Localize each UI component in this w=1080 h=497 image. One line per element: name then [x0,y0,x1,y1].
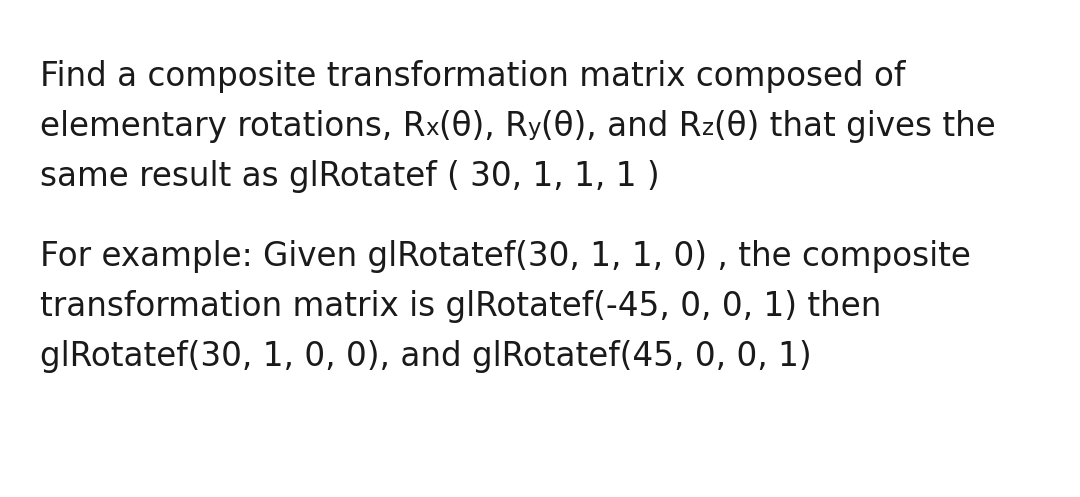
Text: x: x [426,117,438,140]
Text: glRotatef(30, 1, 0, 0), and glRotatef(45, 0, 0, 1): glRotatef(30, 1, 0, 0), and glRotatef(45… [40,340,812,373]
Text: elementary rotations, R: elementary rotations, R [40,110,426,143]
Text: y: y [528,117,541,140]
Text: z: z [702,117,714,140]
Text: (θ), R: (θ), R [438,110,528,143]
Text: same result as glRotatef ( 30, 1, 1, 1 ): same result as glRotatef ( 30, 1, 1, 1 ) [40,160,660,193]
Text: Find a composite transformation matrix composed of: Find a composite transformation matrix c… [40,60,905,93]
Text: transformation matrix is glRotatef(-45, 0, 0, 1) then: transformation matrix is glRotatef(-45, … [40,290,881,323]
Text: (θ) that gives the: (θ) that gives the [714,110,996,143]
Text: For example: Given glRotatef(30, 1, 1, 0) , the composite: For example: Given glRotatef(30, 1, 1, 0… [40,240,971,273]
Text: (θ), and R: (θ), and R [541,110,702,143]
